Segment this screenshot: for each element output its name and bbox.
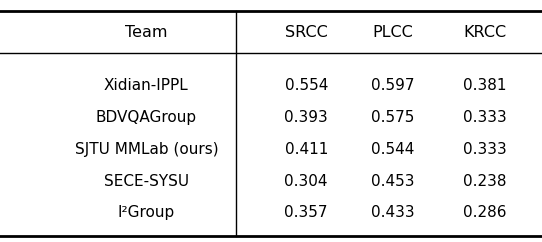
Text: 0.304: 0.304 [285, 174, 328, 189]
Text: 0.357: 0.357 [285, 205, 328, 220]
Text: SRCC: SRCC [285, 25, 327, 39]
Text: SJTU MMLab (ours): SJTU MMLab (ours) [75, 142, 218, 157]
Text: 0.575: 0.575 [371, 110, 415, 125]
Text: Xidian-IPPL: Xidian-IPPL [104, 78, 189, 93]
Text: 0.393: 0.393 [285, 110, 328, 125]
Text: 0.286: 0.286 [463, 205, 507, 220]
Text: PLCC: PLCC [372, 25, 414, 39]
Text: SECE-SYSU: SECE-SYSU [104, 174, 189, 189]
Text: 0.544: 0.544 [371, 142, 415, 157]
Text: BDVQAGroup: BDVQAGroup [96, 110, 197, 125]
Text: 0.554: 0.554 [285, 78, 328, 93]
Text: 0.333: 0.333 [463, 142, 507, 157]
Text: 0.453: 0.453 [371, 174, 415, 189]
Text: 0.381: 0.381 [463, 78, 507, 93]
Text: 0.238: 0.238 [463, 174, 507, 189]
Text: 0.411: 0.411 [285, 142, 328, 157]
Text: Team: Team [125, 25, 167, 39]
Text: 0.333: 0.333 [463, 110, 507, 125]
Text: 0.597: 0.597 [371, 78, 415, 93]
Text: 0.433: 0.433 [371, 205, 415, 220]
Text: KRCC: KRCC [463, 25, 507, 39]
Text: I²Group: I²Group [118, 205, 175, 220]
